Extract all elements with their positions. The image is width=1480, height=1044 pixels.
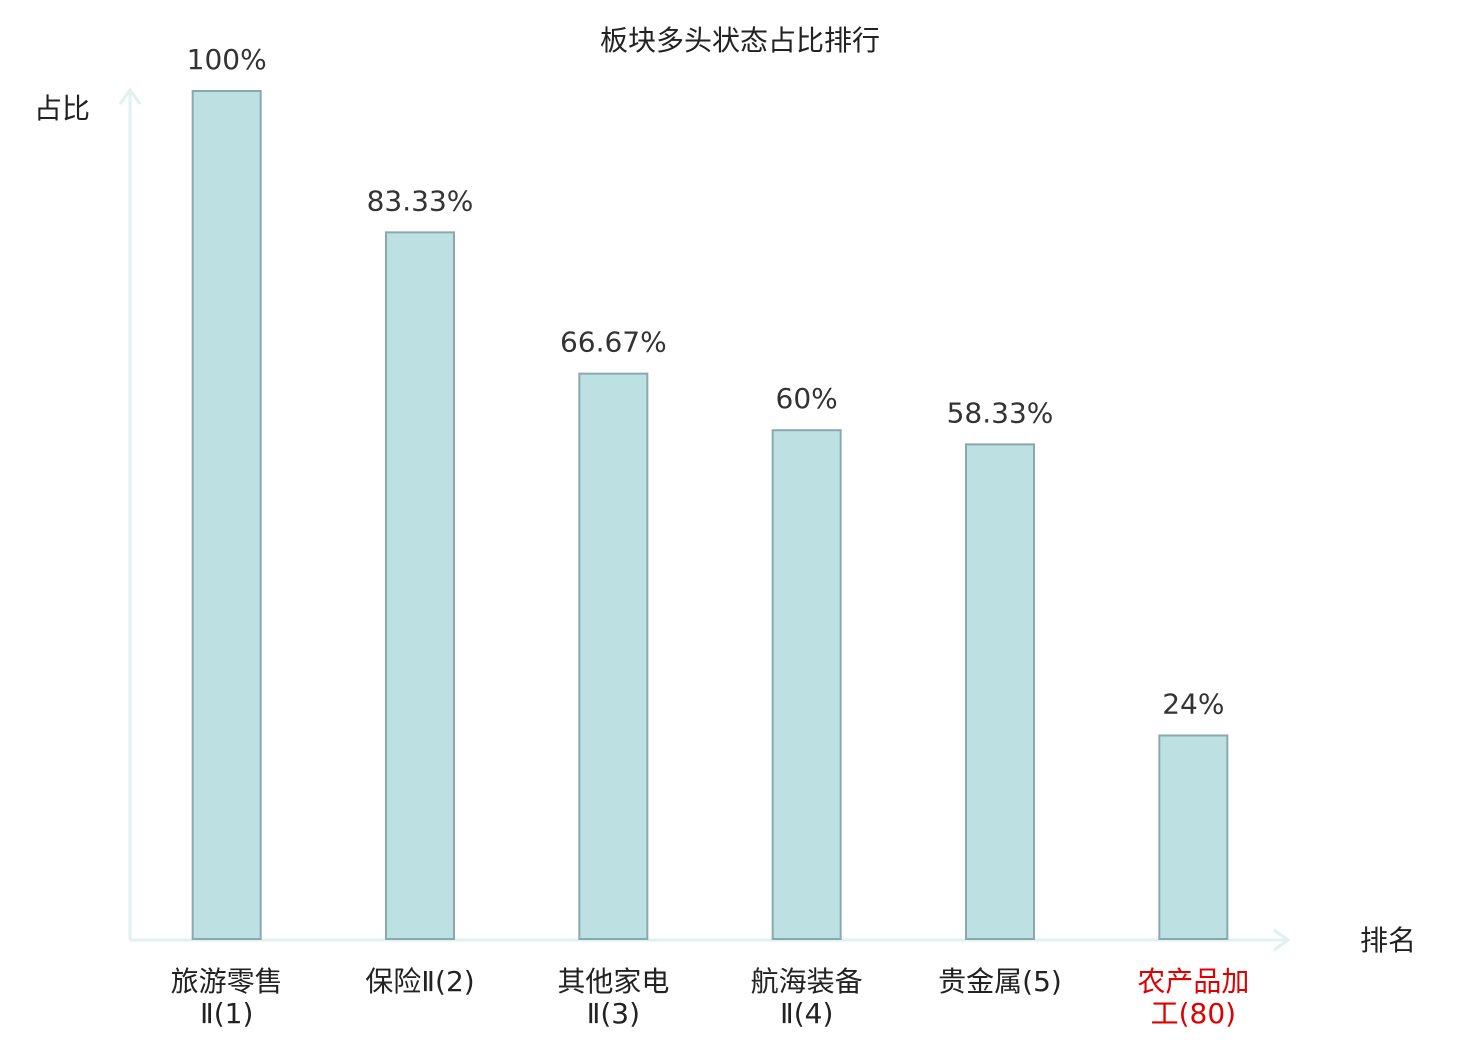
x-tick-label: 农产品加 [1137, 965, 1249, 998]
x-axis-arrow [1273, 928, 1291, 952]
bar [965, 443, 1035, 940]
bar [385, 231, 455, 941]
x-axis-label: 排名 [1360, 924, 1416, 957]
x-tick-label: 其他家电 [557, 965, 669, 998]
axes [118, 87, 1291, 952]
x-tick-label: Ⅱ(4) [780, 997, 833, 1030]
bar [191, 90, 262, 940]
x-tick-label: 工(80) [1151, 997, 1236, 1030]
x-tick-label: 贵金属(5) [938, 965, 1062, 998]
x-tick-label: 航海装备 [751, 965, 863, 998]
data-label: 24% [1162, 687, 1224, 720]
bar [771, 429, 842, 940]
data-label: 83.33% [367, 184, 474, 217]
x-tick-label: 保险Ⅱ(2) [365, 965, 474, 998]
data-label: 60% [776, 382, 838, 415]
bar [1158, 734, 1229, 940]
data-label: 66.67% [560, 326, 667, 359]
data-label: 100% [187, 43, 267, 76]
bar [578, 372, 649, 940]
data-label: 58.33% [947, 396, 1054, 429]
x-tick-label: 旅游零售 [171, 965, 283, 998]
y-axis-arrow [118, 87, 142, 105]
chart-title: 板块多头状态占比排行 [600, 24, 880, 57]
x-tick-label: Ⅱ(3) [587, 997, 640, 1030]
x-tick-label: Ⅱ(1) [200, 997, 253, 1030]
y-axis-label: 占比 [34, 92, 90, 125]
